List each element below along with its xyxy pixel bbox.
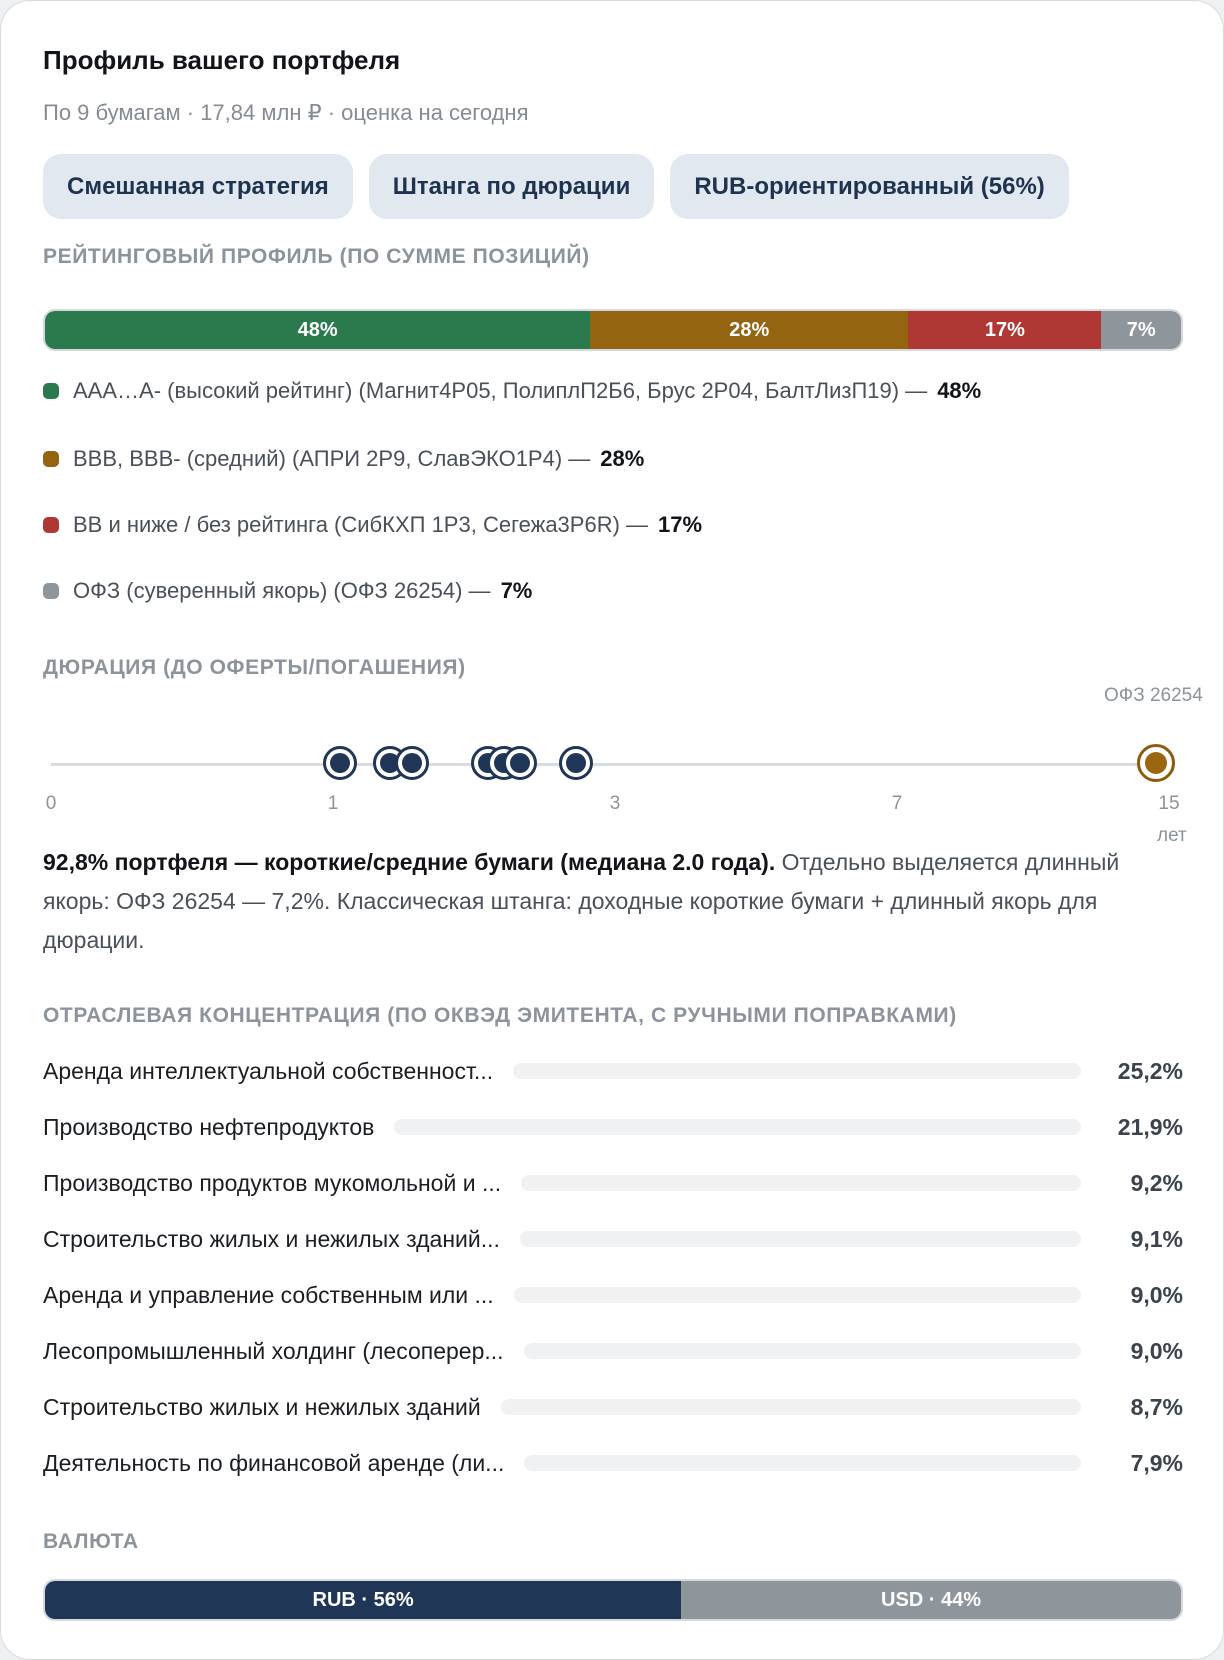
legend-dot-high	[43, 383, 59, 399]
legend-pct-ofz: 7%	[500, 578, 533, 603]
rating-segment-medium-label: 28%	[729, 318, 770, 341]
legend-dot-low	[43, 517, 59, 533]
rating-segment-ofz: 7%	[1101, 311, 1181, 349]
industry-bar-track	[500, 1399, 1081, 1415]
currency-segment-usd-label: USD · 44%	[881, 1588, 982, 1611]
page-title: Профиль вашего портфеля	[43, 45, 401, 75]
industry-bar-track	[394, 1119, 1081, 1135]
industry-bar-track	[519, 1231, 1081, 1247]
tag-duration-barbell[interactable]: Штанга по дюрации	[368, 154, 655, 219]
rating-segment-low-label: 17%	[984, 318, 1025, 341]
industry-value: 9,0%	[1130, 1281, 1183, 1308]
industry-value: 9,1%	[1130, 1225, 1183, 1252]
industry-row: Строительство жилых и нежилых зданий 8,7…	[43, 1387, 1183, 1427]
industry-row: Производство продуктов мукомольной и ...…	[43, 1163, 1183, 1203]
duration-tick-0: 0	[45, 793, 57, 814]
industry-value: 21,9%	[1117, 1113, 1183, 1140]
duration-marker-ofz[interactable]	[1137, 744, 1175, 782]
industry-value: 9,2%	[1130, 1169, 1183, 1196]
legend-dot-medium	[43, 451, 59, 467]
duration-tick-1: 1	[327, 793, 339, 814]
rating-segment-low: 17%	[908, 311, 1102, 349]
duration-tick-3: 3	[609, 793, 621, 814]
duration-tick-15: 15	[1158, 793, 1180, 814]
duration-summary-rest: Отдельно выделяется длинный якорь: ОФЗ 2…	[43, 849, 1120, 953]
duration-axis	[51, 763, 1169, 766]
legend-pct-high: 48%	[937, 378, 982, 403]
industry-name: Деятельность по финансовой аренде (ли...	[43, 1449, 505, 1476]
legend-label-ofz: ОФЗ (суверенный якорь) (ОФЗ 26254) —	[73, 578, 491, 603]
rating-section-label: РЕЙТИНГОВЫЙ ПРОФИЛЬ (ПО СУММЕ ПОЗИЦИЙ)	[43, 245, 590, 268]
industry-section-label: ОТРАСЛЕВАЯ КОНЦЕНТРАЦИЯ (ПО ОКВЭД ЭМИТЕН…	[43, 1004, 957, 1027]
industry-name: Строительство жилых и нежилых зданий...	[43, 1225, 500, 1252]
duration-marker[interactable]	[323, 746, 357, 780]
industry-bar-track	[513, 1063, 1081, 1079]
legend-pct-medium: 28%	[600, 446, 645, 471]
industry-bar-track	[521, 1175, 1081, 1191]
industry-value: 25,2%	[1117, 1057, 1183, 1084]
strategy-tags: Смешанная стратегия Штанга по дюрации RU…	[43, 154, 1069, 219]
legend-item-low: BB и ниже / без рейтинга (СибКХП 1Р3, Се…	[43, 512, 702, 538]
rating-segment-ofz-label: 7%	[1126, 318, 1156, 341]
legend-item-ofz: ОФЗ (суверенный якорь) (ОФЗ 26254) — 7%	[43, 578, 532, 604]
industry-bar-track	[524, 1455, 1081, 1471]
tag-mixed-strategy[interactable]: Смешанная стратегия	[43, 154, 353, 219]
industry-name: Строительство жилых и нежилых зданий	[43, 1393, 481, 1420]
industry-row: Аренда и управление собственным или ... …	[43, 1275, 1183, 1315]
legend-label-low: BB и ниже / без рейтинга (СибКХП 1Р3, Се…	[73, 512, 649, 537]
legend-label-medium: BBB, BBB- (средний) (АПРИ 2Р9, СлавЭКО1Р…	[73, 446, 591, 471]
currency-segment-rub: RUB · 56%	[45, 1581, 682, 1619]
industry-bar-track	[523, 1343, 1081, 1359]
legend-item-medium: BBB, BBB- (средний) (АПРИ 2Р9, СлавЭКО1Р…	[43, 446, 644, 472]
industry-row: Строительство жилых и нежилых зданий... …	[43, 1219, 1183, 1259]
industry-name: Аренда интеллектуальной собственност...	[43, 1057, 494, 1084]
portfolio-subtitle: По 9 бумагам · 17,84 млн ₽ · оценка на с…	[43, 100, 529, 125]
industry-value: 9,0%	[1130, 1337, 1183, 1364]
legend-dot-ofz	[43, 583, 59, 599]
industry-name: Лесопромышленный холдинг (лесоперер...	[43, 1337, 504, 1364]
industry-name: Аренда и управление собственным или ...	[43, 1281, 494, 1308]
duration-marker[interactable]	[395, 746, 429, 780]
rating-segment-medium: 28%	[590, 311, 909, 349]
industry-row: Деятельность по финансовой аренде (ли...…	[43, 1443, 1183, 1483]
industry-row: Производство нефтепродуктов 21,9%	[43, 1107, 1183, 1147]
duration-marker[interactable]	[559, 746, 593, 780]
rating-segment-high: 48%	[45, 311, 591, 349]
duration-anchor-label: ОФЗ 26254	[1104, 685, 1203, 706]
duration-tick-7: 7	[891, 793, 903, 814]
duration-marker[interactable]	[503, 746, 537, 780]
industry-name: Производство продуктов мукомольной и ...	[43, 1169, 502, 1196]
industry-value: 8,7%	[1130, 1393, 1183, 1420]
industry-name: Производство нефтепродуктов	[43, 1113, 375, 1140]
industry-row: Аренда интеллектуальной собственност... …	[43, 1051, 1183, 1091]
currency-section-label: ВАЛЮТА	[43, 1530, 139, 1553]
currency-segment-usd: USD · 44%	[681, 1581, 1181, 1619]
legend-pct-low: 17%	[658, 512, 703, 537]
tag-rub-oriented[interactable]: RUB-ориентированный (56%)	[670, 154, 1069, 219]
legend-label-high: AAA…A- (высокий рейтинг) (Магнит4Р05, По…	[73, 378, 928, 403]
industry-bar-track	[513, 1287, 1081, 1303]
duration-unit: лет	[1157, 825, 1187, 846]
duration-summary-bold: 92,8% портфеля — короткие/средние бумаги…	[43, 849, 776, 875]
currency-segment-rub-label: RUB · 56%	[312, 1588, 414, 1611]
duration-section-label: ДЮРАЦИЯ (ДО ОФЕРТЫ/ПОГАШЕНИЯ)	[43, 656, 466, 679]
currency-bar: RUB · 56% USD · 44%	[43, 1579, 1183, 1621]
industry-row: Лесопромышленный холдинг (лесоперер... 9…	[43, 1331, 1183, 1371]
rating-bar: 48% 28% 17% 7%	[43, 309, 1183, 351]
legend-item-high: AAA…A- (высокий рейтинг) (Магнит4Р05, По…	[43, 378, 981, 404]
rating-segment-high-label: 48%	[297, 318, 338, 341]
industry-value: 7,9%	[1130, 1449, 1183, 1476]
duration-summary: 92,8% портфеля — короткие/средние бумаги…	[43, 843, 1183, 960]
